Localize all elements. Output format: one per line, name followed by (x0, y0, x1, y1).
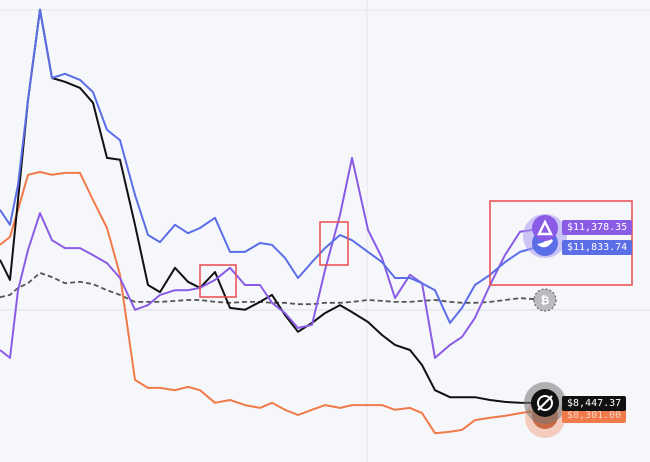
bitcoin-icon: ₿ (533, 288, 557, 312)
svg-text:₿: ₿ (541, 294, 550, 307)
black-series-line (0, 8, 546, 404)
orange-series-line (0, 171, 546, 435)
purple-series-line (0, 156, 546, 359)
btc-series-line (0, 271, 546, 306)
orange-end-label: $8,301.00 (562, 408, 627, 423)
black-end-label: $8,447.37 (562, 396, 627, 411)
highlight-box-1 (199, 264, 237, 298)
highlight-box-2 (319, 221, 349, 266)
purple-end-label: $11,378.35 (562, 220, 633, 235)
crossed-circle-token-icon (531, 389, 559, 417)
triangle-token-icon (532, 215, 558, 241)
blue-series-line (0, 8, 546, 324)
blue-end-label: $11,833.74 (562, 240, 633, 255)
